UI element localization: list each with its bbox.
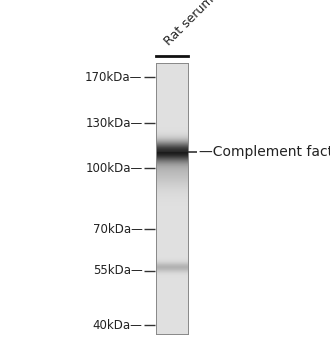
Text: 40kDa—: 40kDa— bbox=[93, 319, 143, 332]
Text: 70kDa—: 70kDa— bbox=[93, 223, 143, 236]
Text: 55kDa—: 55kDa— bbox=[93, 264, 143, 277]
Text: 130kDa—: 130kDa— bbox=[85, 117, 143, 130]
Text: Rat serum: Rat serum bbox=[162, 0, 216, 48]
Text: 170kDa—: 170kDa— bbox=[85, 71, 143, 84]
Text: 100kDa—: 100kDa— bbox=[85, 162, 143, 175]
Text: —Complement factor B (CFB): —Complement factor B (CFB) bbox=[199, 145, 330, 159]
